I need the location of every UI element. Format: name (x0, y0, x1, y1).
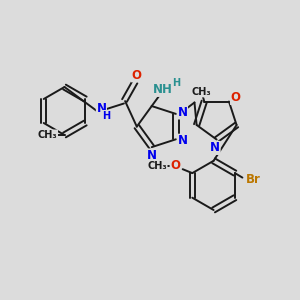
Text: N: N (96, 101, 106, 115)
Text: Br: Br (245, 172, 260, 186)
Text: CH₃: CH₃ (38, 130, 58, 140)
Text: H: H (102, 110, 110, 121)
Text: N: N (178, 134, 188, 147)
Text: CH₃: CH₃ (147, 161, 167, 171)
Text: O: O (170, 159, 180, 172)
Text: N: N (178, 106, 188, 119)
Text: CH₃: CH₃ (191, 87, 211, 97)
Text: N: N (147, 149, 157, 162)
Text: NH: NH (153, 83, 173, 96)
Text: O: O (131, 69, 142, 82)
Text: N: N (210, 141, 220, 154)
Text: H: H (172, 78, 180, 88)
Text: O: O (230, 92, 241, 104)
